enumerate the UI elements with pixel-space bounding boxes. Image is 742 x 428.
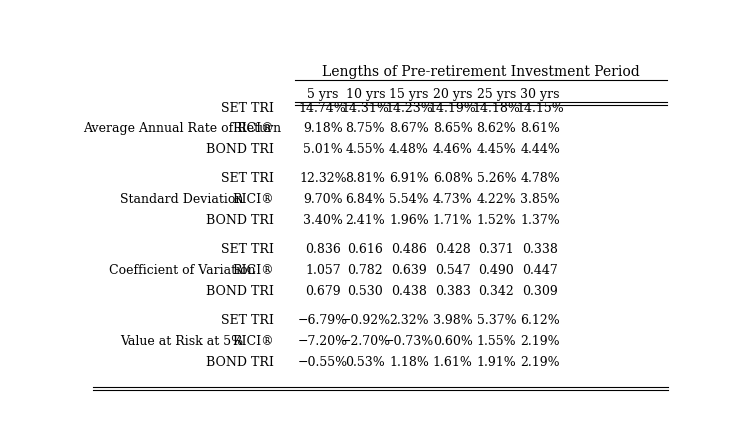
- Text: 6.91%: 6.91%: [389, 172, 429, 185]
- Text: 5.26%: 5.26%: [476, 172, 516, 185]
- Text: 0.782: 0.782: [347, 264, 383, 277]
- Text: 3.40%: 3.40%: [303, 214, 343, 227]
- Text: 2.41%: 2.41%: [346, 214, 385, 227]
- Text: 30 yrs: 30 yrs: [520, 88, 560, 101]
- Text: 0.338: 0.338: [522, 243, 558, 256]
- Text: 5 yrs: 5 yrs: [307, 88, 338, 101]
- Text: 10 yrs: 10 yrs: [346, 88, 385, 101]
- Text: 6.12%: 6.12%: [520, 314, 560, 327]
- Text: 8.75%: 8.75%: [346, 122, 385, 135]
- Text: BOND TRI: BOND TRI: [206, 143, 274, 156]
- Text: −7.20%: −7.20%: [298, 335, 348, 348]
- Text: 12.32%: 12.32%: [299, 172, 347, 185]
- Text: 0.836: 0.836: [305, 243, 341, 256]
- Text: 1.057: 1.057: [305, 264, 341, 277]
- Text: 0.53%: 0.53%: [346, 356, 385, 369]
- Text: 4.73%: 4.73%: [433, 193, 473, 206]
- Text: 0.428: 0.428: [435, 243, 470, 256]
- Text: 3.85%: 3.85%: [520, 193, 560, 206]
- Text: 5.37%: 5.37%: [476, 314, 516, 327]
- Text: 5.01%: 5.01%: [303, 143, 343, 156]
- Text: Coefficient of Variation: Coefficient of Variation: [108, 264, 255, 277]
- Text: SET TRI: SET TRI: [221, 172, 274, 185]
- Text: 1.71%: 1.71%: [433, 214, 473, 227]
- Text: 15 yrs: 15 yrs: [390, 88, 429, 101]
- Text: −2.70%: −2.70%: [341, 335, 390, 348]
- Text: 14.15%: 14.15%: [516, 101, 564, 115]
- Text: 9.70%: 9.70%: [303, 193, 343, 206]
- Text: BOND TRI: BOND TRI: [206, 214, 274, 227]
- Text: 1.91%: 1.91%: [476, 356, 516, 369]
- Text: 1.61%: 1.61%: [433, 356, 473, 369]
- Text: −6.79%: −6.79%: [298, 314, 348, 327]
- Text: 8.61%: 8.61%: [520, 122, 560, 135]
- Text: 0.639: 0.639: [391, 264, 427, 277]
- Text: −0.73%: −0.73%: [384, 335, 434, 348]
- Text: RICI®: RICI®: [232, 122, 274, 135]
- Text: 2.19%: 2.19%: [520, 335, 560, 348]
- Text: 2.32%: 2.32%: [390, 314, 429, 327]
- Text: 9.18%: 9.18%: [303, 122, 343, 135]
- Text: RICI®: RICI®: [232, 264, 274, 277]
- Text: RICI®: RICI®: [232, 335, 274, 348]
- Text: 2.19%: 2.19%: [520, 356, 560, 369]
- Text: 14.19%: 14.19%: [429, 101, 476, 115]
- Text: 0.616: 0.616: [347, 243, 384, 256]
- Text: Lengths of Pre-retirement Investment Period: Lengths of Pre-retirement Investment Per…: [322, 65, 640, 79]
- Text: BOND TRI: BOND TRI: [206, 285, 274, 298]
- Text: 1.55%: 1.55%: [476, 335, 516, 348]
- Text: 0.447: 0.447: [522, 264, 558, 277]
- Text: 1.96%: 1.96%: [389, 214, 429, 227]
- Text: 14.18%: 14.18%: [473, 101, 520, 115]
- Text: 14.31%: 14.31%: [341, 101, 390, 115]
- Text: 4.78%: 4.78%: [520, 172, 560, 185]
- Text: 0.60%: 0.60%: [433, 335, 473, 348]
- Text: 0.383: 0.383: [435, 285, 470, 298]
- Text: 25 yrs: 25 yrs: [477, 88, 516, 101]
- Text: 0.371: 0.371: [479, 243, 514, 256]
- Text: 0.490: 0.490: [479, 264, 514, 277]
- Text: 20 yrs: 20 yrs: [433, 88, 473, 101]
- Text: 0.547: 0.547: [435, 264, 470, 277]
- Text: 8.65%: 8.65%: [433, 122, 473, 135]
- Text: 5.54%: 5.54%: [390, 193, 429, 206]
- Text: Value at Risk at 5%: Value at Risk at 5%: [120, 335, 243, 348]
- Text: 1.37%: 1.37%: [520, 214, 560, 227]
- Text: 0.486: 0.486: [391, 243, 427, 256]
- Text: Average Annual Rate of Return: Average Annual Rate of Return: [83, 122, 281, 135]
- Text: −0.92%: −0.92%: [341, 314, 390, 327]
- Text: 1.18%: 1.18%: [389, 356, 429, 369]
- Text: SET TRI: SET TRI: [221, 243, 274, 256]
- Text: BOND TRI: BOND TRI: [206, 356, 274, 369]
- Text: 14.74%: 14.74%: [299, 101, 347, 115]
- Text: 4.48%: 4.48%: [389, 143, 429, 156]
- Text: SET TRI: SET TRI: [221, 101, 274, 115]
- Text: 4.44%: 4.44%: [520, 143, 560, 156]
- Text: 0.679: 0.679: [305, 285, 341, 298]
- Text: 3.98%: 3.98%: [433, 314, 473, 327]
- Text: 4.22%: 4.22%: [476, 193, 516, 206]
- Text: 4.55%: 4.55%: [346, 143, 385, 156]
- Text: 1.52%: 1.52%: [476, 214, 516, 227]
- Text: 0.438: 0.438: [391, 285, 427, 298]
- Text: −0.55%: −0.55%: [298, 356, 348, 369]
- Text: 14.23%: 14.23%: [385, 101, 433, 115]
- Text: 0.309: 0.309: [522, 285, 558, 298]
- Text: 6.08%: 6.08%: [433, 172, 473, 185]
- Text: 4.45%: 4.45%: [476, 143, 516, 156]
- Text: 8.81%: 8.81%: [345, 172, 385, 185]
- Text: 0.342: 0.342: [479, 285, 514, 298]
- Text: 8.62%: 8.62%: [476, 122, 516, 135]
- Text: 8.67%: 8.67%: [389, 122, 429, 135]
- Text: RICI®: RICI®: [232, 193, 274, 206]
- Text: Standard Deviation: Standard Deviation: [120, 193, 243, 206]
- Text: SET TRI: SET TRI: [221, 314, 274, 327]
- Text: 4.46%: 4.46%: [433, 143, 473, 156]
- Text: 0.530: 0.530: [347, 285, 383, 298]
- Text: 6.84%: 6.84%: [345, 193, 385, 206]
